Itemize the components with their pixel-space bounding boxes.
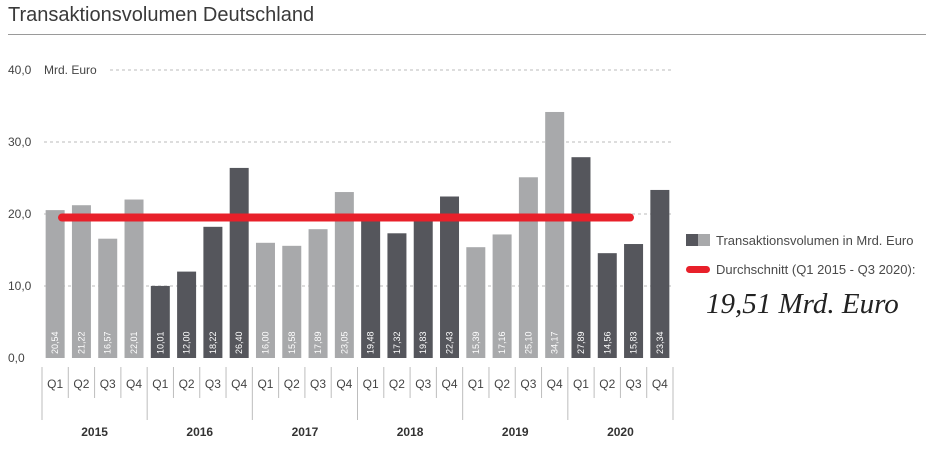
y-tick-label: 40,0 (8, 63, 32, 77)
x-tick-label: Q1 (257, 377, 273, 391)
legend-swatch-dark (686, 234, 698, 246)
bar (571, 157, 591, 358)
bar (440, 196, 460, 358)
bar (282, 245, 302, 358)
bar (387, 233, 407, 358)
x-tick-label: Q4 (547, 377, 563, 391)
y-tick-label: 30,0 (8, 135, 32, 149)
x-tick-label: Q2 (73, 377, 89, 391)
bar-value-label: 14,56 (602, 331, 612, 354)
bar-value-label: 15,58 (287, 331, 297, 354)
y-tick-label: 20,0 (8, 207, 32, 221)
bar-value-label: 17,16 (497, 331, 507, 354)
bar-value-label: 15,83 (629, 331, 639, 354)
x-tick-label: Q3 (205, 377, 221, 391)
bar-value-label: 27,89 (576, 331, 586, 354)
bar-value-label: 25,10 (523, 331, 533, 354)
y-axis: 0,0 10,0 20,0 30,0 40,0 Mrd. Euro (8, 63, 97, 365)
bar (45, 210, 65, 358)
bar-value-label: 22,01 (129, 331, 139, 354)
x-tick-label: Q3 (626, 377, 642, 391)
x-tick-label: Q3 (310, 377, 326, 391)
year-label: 2018 (397, 425, 424, 439)
bar-value-label: 16,57 (103, 331, 113, 354)
title-divider (8, 34, 926, 35)
x-tick-label: Q1 (363, 377, 379, 391)
bar-value-label: 23,05 (339, 331, 349, 354)
bar (334, 192, 354, 358)
x-tick-label: Q1 (573, 377, 589, 391)
bar (492, 234, 512, 358)
x-tick-label: Q2 (284, 377, 300, 391)
x-tick-label: Q4 (231, 377, 247, 391)
x-tick-label: Q2 (599, 377, 615, 391)
year-label: 2015 (81, 425, 108, 439)
average-value: 19,51 Mrd. Euro (706, 288, 899, 320)
bar-series: 20,54 21,22 16,57 22,01 10,01 12,00 18,22 26,40… (45, 111, 670, 358)
x-tick-label: Q1 (47, 377, 63, 391)
bar (413, 215, 433, 358)
bar-value-label: 17,32 (392, 331, 402, 354)
bar (203, 226, 223, 358)
x-tick-label: Q4 (442, 377, 458, 391)
bar (255, 242, 275, 358)
year-label: 2019 (502, 425, 529, 439)
bar-value-label: 22,43 (445, 331, 455, 354)
bar (177, 271, 197, 358)
bar (124, 199, 144, 358)
bar-value-label: 10,01 (155, 331, 165, 354)
bar-value-label: 17,89 (313, 331, 323, 354)
bar-value-label: 21,22 (76, 331, 86, 354)
y-tick-label: 10,0 (8, 279, 32, 293)
legend-average-label: Durchschnitt (Q1 2015 - Q3 2020): (716, 261, 916, 277)
x-tick-label: Q4 (126, 377, 142, 391)
x-tick-label: Q4 (336, 377, 352, 391)
x-tick-label: Q2 (494, 377, 510, 391)
x-tick-label: Q3 (520, 377, 536, 391)
bar-value-label: 19,48 (366, 331, 376, 354)
bar-value-label: 16,00 (260, 331, 270, 354)
x-tick-label: Q4 (652, 377, 668, 391)
bar-value-label: 12,00 (182, 331, 192, 354)
chart-title: Transaktionsvolumen Deutschland (8, 4, 315, 26)
bar (229, 167, 249, 358)
bar (466, 247, 486, 358)
x-tick-label: Q1 (468, 377, 484, 391)
bar (650, 189, 670, 358)
year-label: 2017 (292, 425, 319, 439)
x-tick-label: Q3 (100, 377, 116, 391)
bar-value-label: 18,22 (208, 331, 218, 354)
bar (545, 111, 565, 358)
bar (71, 205, 91, 358)
x-tick-label: Q3 (415, 377, 431, 391)
legend-swatch-average (686, 265, 710, 273)
bar-value-label: 23,34 (655, 331, 665, 354)
bar-value-label: 26,40 (234, 331, 244, 354)
y-unit-label: Mrd. Euro (44, 63, 97, 77)
year-label: 2020 (607, 425, 634, 439)
bar (150, 285, 170, 358)
x-tick-label: Q1 (152, 377, 168, 391)
bar (98, 238, 118, 358)
bar (518, 177, 538, 358)
x-axis: Q1 Q2 Q3 Q4 Q1 Q2 Q3 Q4 Q1 Q2 Q3 Q4 Q1 Q2 Q3 Q4 Q1 Q2 Q3 Q4… (41, 367, 674, 439)
legend-series-label: Transaktionsvolumen in Mrd. Euro (716, 232, 914, 248)
legend-item-average: Durchschnitt (Q1 2015 - Q3 2020): (686, 259, 915, 279)
bar-value-label: 20,54 (50, 331, 60, 354)
bar (308, 229, 328, 358)
legend: Transaktionsvolumen in Mrd. Euro Durchsc… (686, 230, 915, 288)
y-tick-label: 0,0 (8, 351, 25, 365)
bar-value-label: 19,83 (418, 331, 428, 354)
legend-item-series: Transaktionsvolumen in Mrd. Euro (686, 230, 915, 250)
bar (597, 253, 617, 358)
bar-value-label: 34,17 (550, 331, 560, 354)
x-tick-label: Q2 (389, 377, 405, 391)
x-tick-label: Q2 (179, 377, 195, 391)
legend-swatch-light (698, 234, 710, 246)
year-label: 2016 (186, 425, 213, 439)
bar-value-label: 15,39 (471, 331, 481, 354)
bar (624, 244, 644, 358)
bar (361, 217, 381, 358)
